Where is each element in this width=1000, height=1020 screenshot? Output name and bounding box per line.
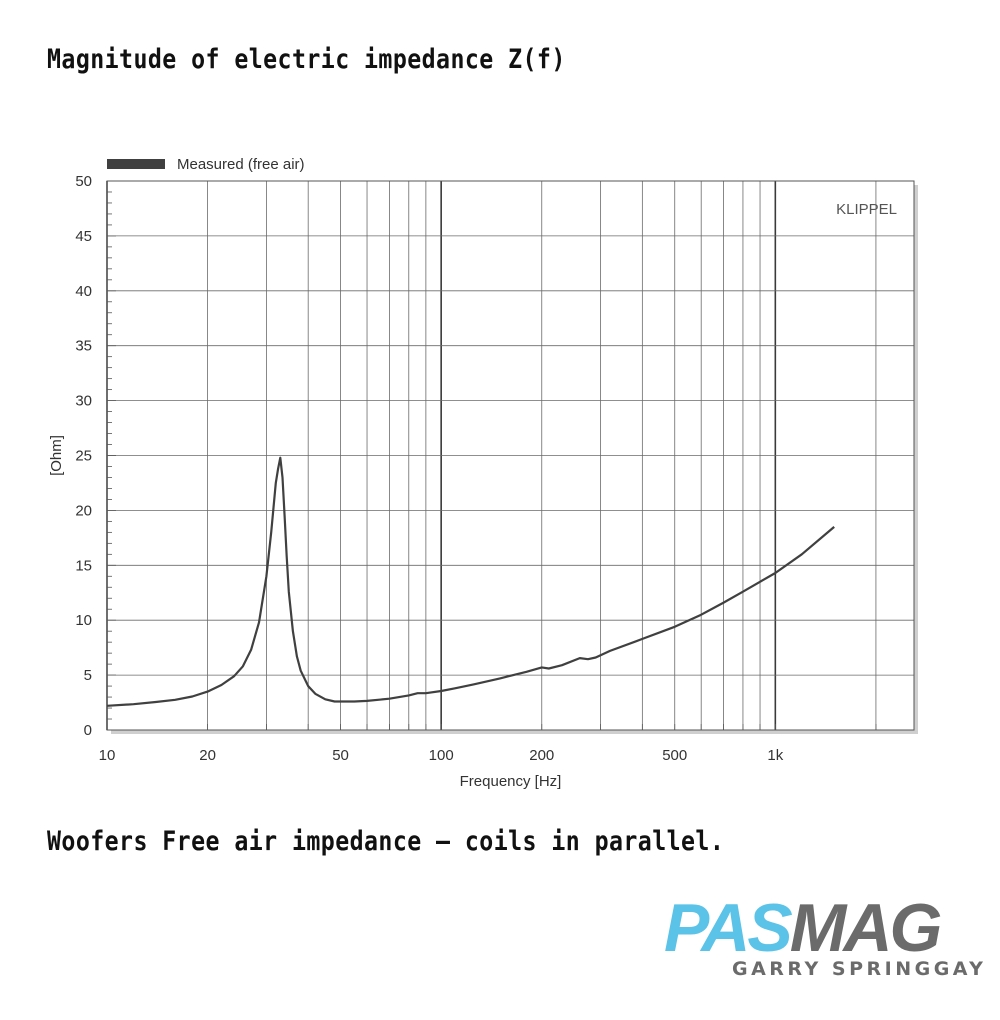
- data-point: [609, 650, 611, 652]
- y-tick-label: 10: [75, 612, 92, 629]
- data-point: [314, 693, 316, 695]
- x-tick-label: 10: [99, 747, 116, 764]
- x-tick-label: 200: [529, 747, 554, 764]
- data-point: [220, 684, 222, 686]
- data-point: [155, 701, 157, 703]
- impedance-chart: 0 5 10 15 20 25 30 35 40 45 50 10 20 50 100 200 500 1k Fre…: [48, 156, 918, 790]
- data-point: [106, 705, 108, 707]
- x-axis-label: Frequency [Hz]: [460, 773, 562, 790]
- page-title: Magnitude of electric impedance Z(f): [47, 44, 566, 75]
- data-point: [416, 692, 418, 694]
- data-point: [174, 699, 176, 701]
- data-point: [548, 667, 550, 669]
- y-tick-label: 35: [75, 338, 92, 355]
- data-point: [472, 683, 474, 685]
- data-point: [408, 694, 410, 696]
- data-point: [425, 692, 427, 694]
- logo-author: GARRY SPRINGGAY: [732, 958, 987, 980]
- data-point: [594, 656, 596, 658]
- legend-swatch: [107, 159, 165, 169]
- data-point: [292, 630, 294, 632]
- y-tick-label: 30: [75, 393, 92, 410]
- figure-caption: Woofers Free air impedance – coils in pa…: [47, 826, 725, 857]
- y-tick-label: 50: [75, 173, 92, 190]
- data-point: [561, 664, 563, 666]
- data-point: [742, 590, 744, 592]
- logo-mag-text: MAG: [789, 890, 943, 966]
- data-point: [674, 626, 676, 628]
- data-point: [454, 687, 456, 689]
- data-point: [283, 515, 285, 517]
- data-point: [499, 677, 501, 679]
- data-point: [541, 666, 543, 668]
- pasmag-logo: PASMAG: [664, 894, 942, 962]
- y-tick-label: 45: [75, 228, 92, 245]
- data-point: [700, 614, 702, 616]
- data-point: [270, 531, 272, 533]
- data-point: [206, 690, 208, 692]
- y-tick-label: 20: [75, 502, 92, 519]
- data-point: [641, 638, 643, 640]
- data-point: [242, 665, 244, 667]
- data-point: [339, 700, 341, 702]
- data-point: [587, 658, 589, 660]
- data-point: [250, 649, 252, 651]
- data-point: [275, 482, 277, 484]
- x-tick-label: 50: [332, 747, 349, 764]
- data-point: [324, 698, 326, 700]
- data-point: [296, 655, 298, 657]
- data-point: [300, 670, 302, 672]
- data-point: [286, 555, 288, 557]
- y-tick-label: 40: [75, 283, 92, 300]
- data-point: [353, 700, 355, 702]
- data-point: [333, 700, 335, 702]
- data-point: [191, 695, 193, 697]
- x-tick-label: 1k: [767, 747, 783, 764]
- data-point: [281, 476, 283, 478]
- y-tick-label: 5: [84, 667, 92, 684]
- data-point: [440, 690, 442, 692]
- x-tick-label: 100: [429, 747, 454, 764]
- data-point: [307, 685, 309, 687]
- legend-label: Measured (free air): [177, 156, 305, 173]
- y-tick-label: 0: [84, 722, 92, 739]
- y-axis-label: [Ohm]: [48, 435, 65, 476]
- data-point: [722, 601, 724, 603]
- data-point: [366, 700, 368, 702]
- data-point: [277, 467, 279, 469]
- data-point: [233, 675, 235, 677]
- data-point: [279, 456, 281, 458]
- x-tick-label: 500: [662, 747, 687, 764]
- data-point: [258, 621, 260, 623]
- klippel-watermark: KLIPPEL: [836, 201, 897, 218]
- data-point: [388, 698, 390, 700]
- y-tick-label: 25: [75, 448, 92, 465]
- data-point: [801, 553, 803, 555]
- logo-pas-text: PAS: [664, 890, 793, 966]
- data-point: [833, 526, 835, 528]
- data-point: [579, 657, 581, 659]
- data-point: [774, 572, 776, 574]
- data-point: [288, 590, 290, 592]
- x-tick-label: 20: [199, 747, 216, 764]
- data-point: [132, 703, 134, 705]
- data-point: [265, 575, 267, 577]
- y-tick-label: 15: [75, 557, 92, 574]
- impedance-curve: [106, 456, 835, 707]
- data-point: [759, 581, 761, 583]
- data-point: [525, 671, 527, 673]
